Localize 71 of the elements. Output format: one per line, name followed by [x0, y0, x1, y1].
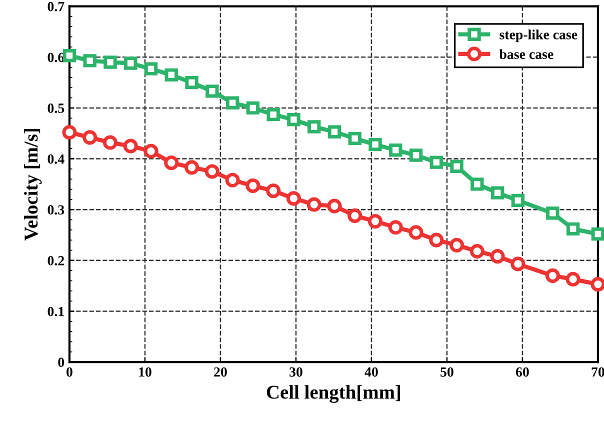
point	[546, 206, 560, 220]
point	[102, 135, 118, 150]
point	[144, 62, 158, 76]
y-tick-label: 0.1	[48, 306, 64, 316]
point	[184, 160, 200, 175]
point	[204, 164, 220, 179]
x-tick-label: 70	[592, 367, 604, 377]
point	[389, 144, 402, 157]
point	[566, 222, 580, 236]
point	[429, 232, 444, 248]
point	[348, 208, 362, 223]
x-tick-label: 20	[214, 367, 227, 377]
point	[368, 138, 382, 152]
point	[566, 272, 580, 287]
point	[307, 120, 321, 134]
point	[510, 256, 526, 272]
point	[409, 148, 423, 162]
point	[164, 156, 179, 170]
point	[470, 244, 484, 259]
point	[164, 68, 178, 82]
y-tick-label: 0.2	[48, 256, 64, 266]
point	[408, 225, 424, 240]
point	[450, 160, 464, 173]
point	[62, 125, 77, 140]
point	[225, 172, 240, 188]
point	[246, 101, 260, 115]
legend-label: step-like case	[500, 30, 578, 42]
point	[591, 227, 604, 241]
point	[206, 84, 219, 98]
y-tick-label: 0.5	[48, 104, 64, 113]
y-tick-label: 0.3	[48, 205, 64, 215]
point	[62, 49, 76, 62]
point	[327, 198, 342, 214]
point	[449, 238, 464, 252]
point	[306, 197, 322, 212]
x-tick-label: 10	[139, 367, 152, 377]
point	[83, 54, 96, 68]
point	[590, 277, 604, 292]
point	[511, 194, 525, 208]
x-axis-title: Cell length[mm]	[266, 385, 400, 403]
x-tick-label: 0	[66, 367, 72, 377]
point	[490, 186, 504, 200]
point	[82, 130, 98, 145]
x-tick-label: 40	[364, 367, 378, 377]
point	[226, 96, 240, 110]
point	[388, 220, 403, 235]
x-tick-label: 30	[290, 367, 302, 377]
point	[246, 178, 260, 194]
y-tick-label: 0.4	[48, 154, 64, 164]
y-axis-title: Velocity [m/s]	[24, 129, 42, 241]
point	[123, 138, 138, 154]
point	[185, 76, 198, 90]
point	[430, 156, 443, 169]
point	[287, 113, 300, 126]
x-tick-label: 60	[516, 367, 529, 377]
point	[144, 144, 158, 158]
point	[266, 108, 280, 122]
point	[348, 132, 362, 146]
point	[328, 125, 342, 138]
point	[286, 191, 301, 206]
legend-label: base case	[499, 49, 554, 59]
point	[124, 56, 138, 70]
point	[545, 268, 560, 283]
y-tick-label: 0.7	[48, 2, 64, 12]
point	[266, 184, 281, 198]
point	[490, 249, 505, 264]
y-tick-label: 0	[58, 358, 64, 368]
x-tick-label: 50	[440, 367, 454, 377]
point	[470, 178, 484, 191]
point	[368, 214, 383, 229]
point	[104, 56, 117, 69]
